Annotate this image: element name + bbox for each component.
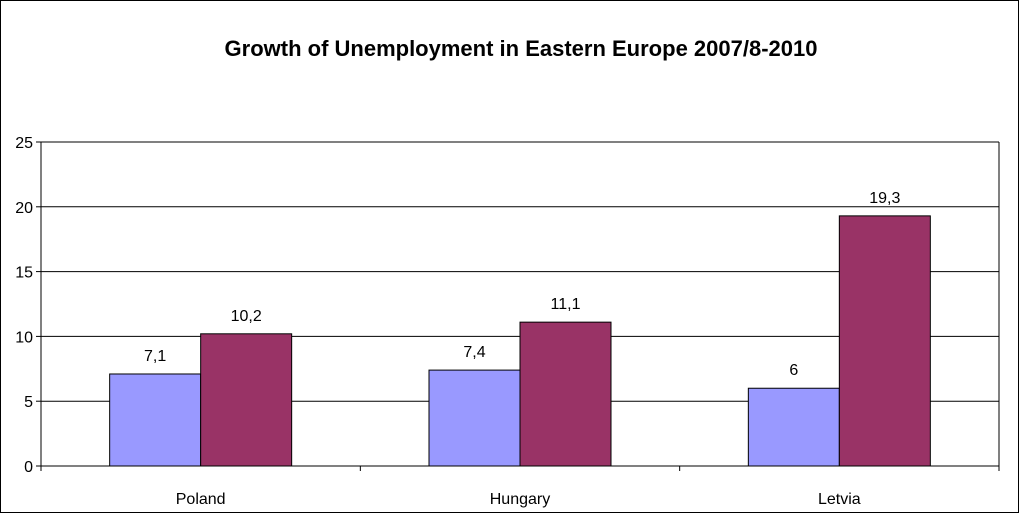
y-tick-label: 25 bbox=[15, 135, 33, 152]
data-label: 7,1 bbox=[144, 348, 166, 365]
axes bbox=[40, 142, 1000, 471]
y-tick-label: 15 bbox=[15, 265, 33, 282]
x-category-label: Poland bbox=[176, 491, 226, 508]
x-category-label: Hungary bbox=[490, 491, 550, 508]
y-tick-label: 10 bbox=[15, 329, 33, 346]
data-label: 11,1 bbox=[551, 296, 581, 313]
bars bbox=[109, 215, 931, 467]
data-label: 19,3 bbox=[869, 190, 900, 207]
data-label: 10,2 bbox=[231, 308, 262, 325]
y-axis-ticks: 0 5 10 15 20 25 bbox=[15, 135, 41, 476]
bar bbox=[109, 373, 202, 467]
y-tick-label: 20 bbox=[15, 200, 33, 217]
bar bbox=[838, 215, 931, 467]
chart-title: Growth of Unemployment in Eastern Europe… bbox=[225, 36, 818, 61]
bar bbox=[519, 321, 612, 467]
bar bbox=[200, 333, 293, 467]
y-tick-label: 5 bbox=[24, 394, 33, 411]
data-label: 7,4 bbox=[463, 344, 485, 361]
bar bbox=[428, 369, 521, 467]
x-category-label: Letvia bbox=[818, 491, 861, 508]
data-labels: 7,1 10,2 7,4 11,1 6 19,3 bbox=[144, 190, 900, 379]
x-axis-categories: Poland Hungary Letvia bbox=[176, 491, 861, 508]
y-tick-label: 0 bbox=[24, 459, 33, 476]
data-label: 6 bbox=[789, 362, 798, 379]
bar bbox=[747, 387, 840, 467]
